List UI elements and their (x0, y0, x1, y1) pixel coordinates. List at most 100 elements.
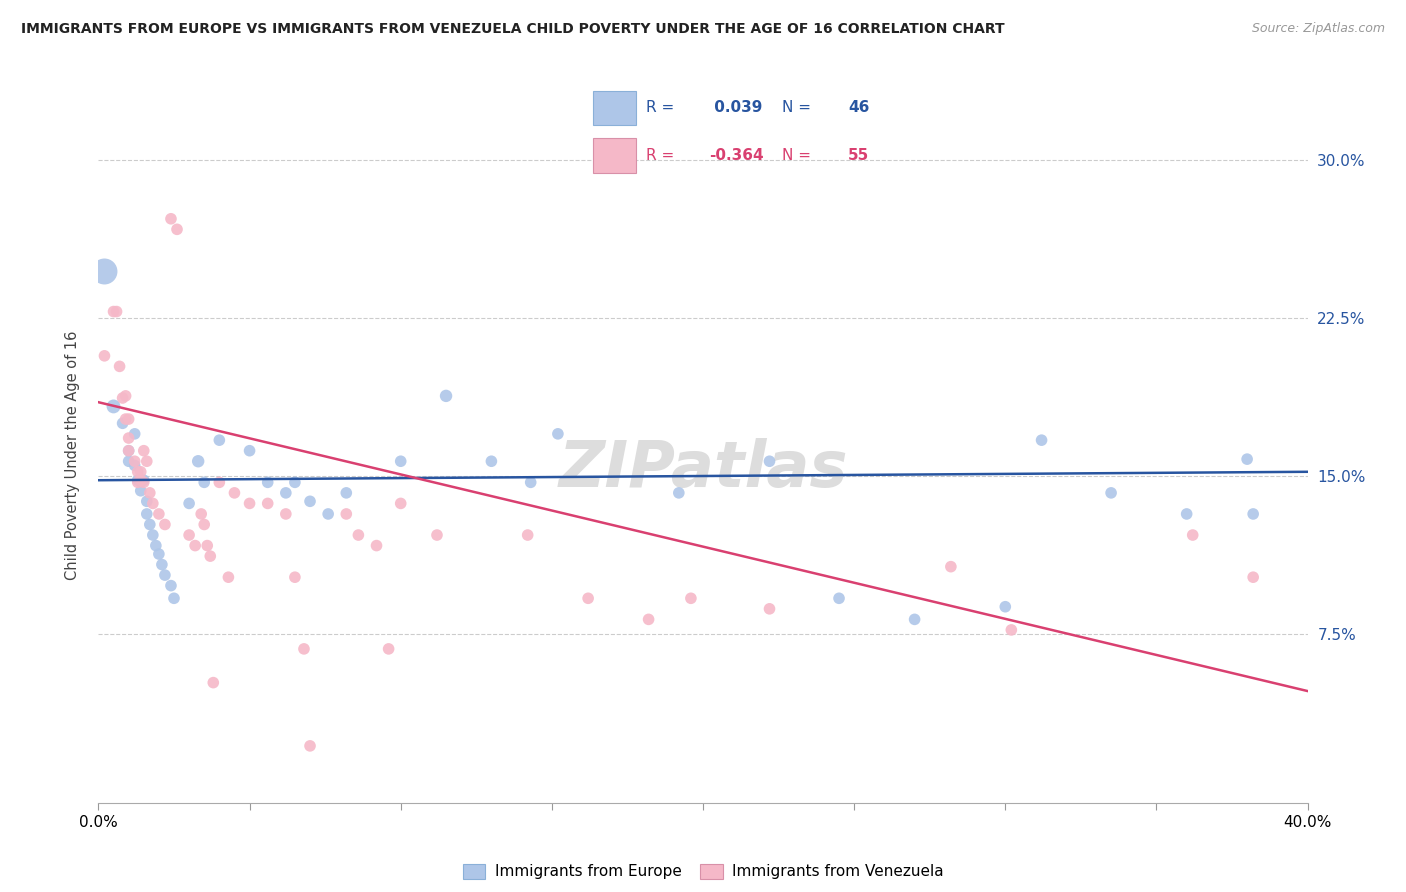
Point (217, 570, 239, 584)
Point (316, 507, 339, 521)
Point (132, 473, 155, 487)
Point (335, 507, 357, 521)
FancyBboxPatch shape (593, 91, 637, 126)
Point (179, 528, 201, 542)
Point (127, 465, 149, 479)
Point (758, 602, 780, 616)
Text: Source: ZipAtlas.com: Source: ZipAtlas.com (1251, 22, 1385, 36)
Point (389, 496, 412, 510)
Text: 55: 55 (848, 148, 869, 162)
Point (93, 349, 115, 363)
Point (103, 304, 125, 318)
Point (153, 517, 176, 532)
Text: IMMIGRANTS FROM EUROPE VS IMMIGRANTS FROM VENEZUELA CHILD POVERTY UNDER THE AGE : IMMIGRANTS FROM EUROPE VS IMMIGRANTS FRO… (21, 22, 1005, 37)
Point (127, 475, 149, 490)
Point (434, 389, 457, 403)
Point (132, 475, 155, 490)
Point (519, 475, 541, 490)
Point (103, 400, 125, 414)
Point (284, 570, 307, 584)
Text: 46: 46 (848, 101, 869, 115)
Point (939, 559, 962, 574)
Point (190, 507, 212, 521)
Point (148, 547, 170, 561)
Point (1000, 623, 1022, 637)
Text: R =: R = (647, 148, 675, 162)
Text: -0.364: -0.364 (709, 148, 763, 162)
Point (576, 591, 599, 606)
Point (114, 389, 136, 403)
Point (1241, 570, 1264, 584)
Point (145, 539, 167, 553)
Point (1175, 507, 1198, 521)
Point (114, 412, 136, 426)
Point (118, 454, 141, 468)
Y-axis label: Child Poverty Under the Age of 16: Child Poverty Under the Age of 16 (65, 330, 80, 580)
Point (118, 443, 141, 458)
Point (366, 539, 388, 553)
Point (129, 473, 152, 487)
Point (1031, 433, 1053, 447)
Point (426, 528, 449, 542)
Point (284, 475, 307, 490)
Point (679, 591, 702, 606)
Point (299, 494, 322, 508)
Point (193, 475, 215, 490)
FancyBboxPatch shape (593, 137, 637, 173)
Point (135, 454, 157, 468)
Point (160, 579, 183, 593)
Point (1236, 452, 1258, 467)
Point (377, 641, 399, 656)
Point (239, 443, 262, 458)
Text: ZIPatlas: ZIPatlas (558, 438, 848, 500)
Point (239, 496, 262, 510)
Point (208, 433, 231, 447)
Point (547, 426, 569, 441)
Point (335, 486, 357, 500)
Point (184, 539, 207, 553)
Text: R =: R = (647, 101, 675, 115)
Point (111, 417, 134, 431)
Point (150, 558, 173, 572)
Point (299, 739, 322, 753)
Legend: Immigrants from Europe, Immigrants from Venezuela: Immigrants from Europe, Immigrants from … (457, 857, 949, 886)
Point (481, 454, 503, 468)
Point (118, 412, 141, 426)
Point (135, 494, 157, 508)
Point (148, 507, 170, 521)
Point (292, 641, 315, 656)
Point (129, 483, 152, 498)
Point (139, 486, 162, 500)
Point (93, 264, 115, 278)
Point (758, 454, 780, 468)
Point (187, 454, 209, 468)
Point (256, 475, 278, 490)
Point (166, 222, 188, 236)
Point (124, 426, 146, 441)
Point (224, 486, 246, 500)
Point (904, 612, 927, 626)
Point (202, 675, 225, 690)
Point (124, 454, 146, 468)
Point (142, 496, 165, 510)
Point (274, 486, 297, 500)
Point (1181, 528, 1204, 542)
Point (256, 496, 278, 510)
Point (105, 304, 128, 318)
Point (160, 211, 183, 226)
Point (124, 458, 146, 473)
Point (637, 612, 659, 626)
Point (208, 475, 231, 490)
Point (1099, 486, 1122, 500)
Point (108, 359, 131, 374)
Point (118, 431, 141, 445)
Point (139, 517, 162, 532)
Point (179, 496, 201, 510)
Point (828, 591, 851, 606)
Point (274, 507, 297, 521)
Point (132, 443, 155, 458)
Point (1241, 507, 1264, 521)
Point (118, 443, 141, 458)
Point (193, 517, 215, 532)
Point (153, 568, 176, 582)
